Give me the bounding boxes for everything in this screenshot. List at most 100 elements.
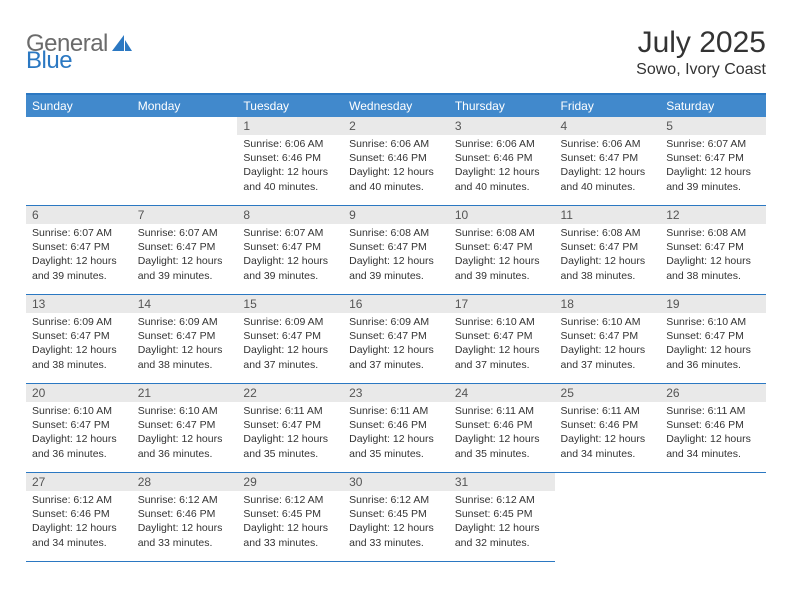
sunrise-text: Sunrise: 6:09 AM (138, 315, 232, 329)
day-info: Sunrise: 6:10 AMSunset: 6:47 PMDaylight:… (660, 313, 766, 376)
day-cell: 31Sunrise: 6:12 AMSunset: 6:45 PMDayligh… (449, 473, 555, 562)
sunset-text: Sunset: 6:47 PM (561, 151, 655, 165)
day-info: Sunrise: 6:12 AMSunset: 6:45 PMDaylight:… (449, 491, 555, 554)
sunset-text: Sunset: 6:46 PM (455, 418, 549, 432)
day-number: 22 (237, 384, 343, 402)
sunrise-text: Sunrise: 6:07 AM (666, 137, 760, 151)
daylight-text: Daylight: 12 hours and 35 minutes. (455, 432, 549, 460)
sunrise-text: Sunrise: 6:06 AM (561, 137, 655, 151)
sunrise-text: Sunrise: 6:09 AM (243, 315, 337, 329)
header: General July 2025 Sowo, Ivory Coast (26, 26, 766, 79)
sunrise-text: Sunrise: 6:06 AM (349, 137, 443, 151)
day-info: Sunrise: 6:06 AMSunset: 6:47 PMDaylight:… (555, 135, 661, 198)
daylight-text: Daylight: 12 hours and 36 minutes. (138, 432, 232, 460)
week-row: 27Sunrise: 6:12 AMSunset: 6:46 PMDayligh… (26, 473, 766, 562)
sunset-text: Sunset: 6:46 PM (349, 418, 443, 432)
day-info: Sunrise: 6:08 AMSunset: 6:47 PMDaylight:… (343, 224, 449, 287)
sunset-text: Sunset: 6:46 PM (349, 151, 443, 165)
day-cell: 4Sunrise: 6:06 AMSunset: 6:47 PMDaylight… (555, 117, 661, 206)
sunrise-text: Sunrise: 6:07 AM (32, 226, 126, 240)
sunset-text: Sunset: 6:45 PM (455, 507, 549, 521)
dayhead-saturday: Saturday (660, 94, 766, 117)
sunrise-text: Sunrise: 6:07 AM (243, 226, 337, 240)
day-cell: 19Sunrise: 6:10 AMSunset: 6:47 PMDayligh… (660, 295, 766, 384)
day-cell: 3Sunrise: 6:06 AMSunset: 6:46 PMDaylight… (449, 117, 555, 206)
dayhead-tuesday: Tuesday (237, 94, 343, 117)
sunrise-text: Sunrise: 6:12 AM (455, 493, 549, 507)
daylight-text: Daylight: 12 hours and 35 minutes. (349, 432, 443, 460)
day-cell: 30Sunrise: 6:12 AMSunset: 6:45 PMDayligh… (343, 473, 449, 562)
daylight-text: Daylight: 12 hours and 35 minutes. (243, 432, 337, 460)
sunrise-text: Sunrise: 6:07 AM (138, 226, 232, 240)
sunset-text: Sunset: 6:47 PM (561, 240, 655, 254)
day-number: 21 (132, 384, 238, 402)
week-row: 13Sunrise: 6:09 AMSunset: 6:47 PMDayligh… (26, 295, 766, 384)
week-row: 1Sunrise: 6:06 AMSunset: 6:46 PMDaylight… (26, 117, 766, 206)
sunset-text: Sunset: 6:45 PM (243, 507, 337, 521)
dayhead-wednesday: Wednesday (343, 94, 449, 117)
day-info: Sunrise: 6:11 AMSunset: 6:46 PMDaylight:… (343, 402, 449, 465)
day-cell: 8Sunrise: 6:07 AMSunset: 6:47 PMDaylight… (237, 206, 343, 295)
sunset-text: Sunset: 6:46 PM (32, 507, 126, 521)
day-number: 30 (343, 473, 449, 491)
day-cell: 18Sunrise: 6:10 AMSunset: 6:47 PMDayligh… (555, 295, 661, 384)
daylight-text: Daylight: 12 hours and 40 minutes. (455, 165, 549, 193)
sunset-text: Sunset: 6:46 PM (138, 507, 232, 521)
day-number: 25 (555, 384, 661, 402)
day-info: Sunrise: 6:11 AMSunset: 6:46 PMDaylight:… (449, 402, 555, 465)
day-info: Sunrise: 6:09 AMSunset: 6:47 PMDaylight:… (237, 313, 343, 376)
day-number: 6 (26, 206, 132, 224)
sunrise-text: Sunrise: 6:10 AM (455, 315, 549, 329)
day-number: 28 (132, 473, 238, 491)
sunrise-text: Sunrise: 6:10 AM (32, 404, 126, 418)
dayhead-monday: Monday (132, 94, 238, 117)
daylight-text: Daylight: 12 hours and 40 minutes. (561, 165, 655, 193)
day-number: 19 (660, 295, 766, 313)
day-number: 29 (237, 473, 343, 491)
month-title: July 2025 (636, 26, 766, 59)
daylight-text: Daylight: 12 hours and 33 minutes. (243, 521, 337, 549)
day-info: Sunrise: 6:12 AMSunset: 6:46 PMDaylight:… (132, 491, 238, 554)
sunrise-text: Sunrise: 6:08 AM (455, 226, 549, 240)
day-number: 1 (237, 117, 343, 135)
day-info: Sunrise: 6:07 AMSunset: 6:47 PMDaylight:… (132, 224, 238, 287)
daylight-text: Daylight: 12 hours and 40 minutes. (349, 165, 443, 193)
sunrise-text: Sunrise: 6:08 AM (666, 226, 760, 240)
sunrise-text: Sunrise: 6:11 AM (561, 404, 655, 418)
daylight-text: Daylight: 12 hours and 39 minutes. (349, 254, 443, 282)
day-number: 15 (237, 295, 343, 313)
sunset-text: Sunset: 6:46 PM (455, 151, 549, 165)
title-block: July 2025 Sowo, Ivory Coast (636, 26, 766, 79)
day-number: 9 (343, 206, 449, 224)
day-cell: 16Sunrise: 6:09 AMSunset: 6:47 PMDayligh… (343, 295, 449, 384)
sunrise-text: Sunrise: 6:11 AM (666, 404, 760, 418)
day-cell: 20Sunrise: 6:10 AMSunset: 6:47 PMDayligh… (26, 384, 132, 473)
day-info: Sunrise: 6:07 AMSunset: 6:47 PMDaylight:… (660, 135, 766, 198)
daylight-text: Daylight: 12 hours and 36 minutes. (666, 343, 760, 371)
day-info: Sunrise: 6:11 AMSunset: 6:46 PMDaylight:… (555, 402, 661, 465)
day-number: 4 (555, 117, 661, 135)
day-number: 17 (449, 295, 555, 313)
day-cell: 13Sunrise: 6:09 AMSunset: 6:47 PMDayligh… (26, 295, 132, 384)
daylight-text: Daylight: 12 hours and 34 minutes. (32, 521, 126, 549)
day-info: Sunrise: 6:07 AMSunset: 6:47 PMDaylight:… (26, 224, 132, 287)
daylight-text: Daylight: 12 hours and 37 minutes. (455, 343, 549, 371)
day-number: 3 (449, 117, 555, 135)
day-number: 11 (555, 206, 661, 224)
sunset-text: Sunset: 6:47 PM (349, 329, 443, 343)
day-number: 13 (26, 295, 132, 313)
sunset-text: Sunset: 6:47 PM (455, 329, 549, 343)
daylight-text: Daylight: 12 hours and 36 minutes. (32, 432, 126, 460)
day-number: 20 (26, 384, 132, 402)
sunrise-text: Sunrise: 6:12 AM (138, 493, 232, 507)
sunrise-text: Sunrise: 6:09 AM (32, 315, 126, 329)
day-header-row: Sunday Monday Tuesday Wednesday Thursday… (26, 94, 766, 117)
sunrise-text: Sunrise: 6:11 AM (349, 404, 443, 418)
day-number: 23 (343, 384, 449, 402)
day-cell: 11Sunrise: 6:08 AMSunset: 6:47 PMDayligh… (555, 206, 661, 295)
sunset-text: Sunset: 6:47 PM (561, 329, 655, 343)
day-number: 14 (132, 295, 238, 313)
day-info: Sunrise: 6:12 AMSunset: 6:45 PMDaylight:… (343, 491, 449, 554)
sunset-text: Sunset: 6:47 PM (138, 418, 232, 432)
day-cell (132, 117, 238, 206)
